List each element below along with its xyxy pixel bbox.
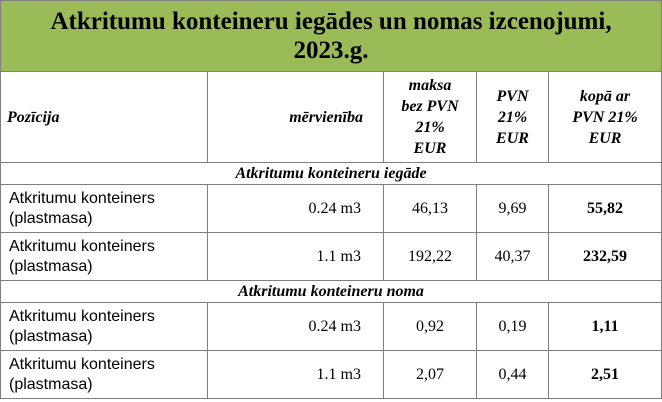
section-row: Atkritumu konteineru noma [0, 280, 662, 303]
total-cell: 2,51 [547, 350, 662, 399]
total-cell: 1,11 [547, 302, 662, 351]
position-cell: Atkritumu konteiners (plastmasa) [0, 350, 208, 399]
price-excl-vat-cell: 192,22 [383, 232, 477, 281]
title-row: Atkritumu konteineru iegādes un nomas iz… [0, 0, 662, 72]
unit-cell: 1.1 m3 [207, 350, 384, 399]
section-title: Atkritumu konteineru iegāde [0, 162, 662, 185]
unit-cell: 0.24 m3 [207, 302, 384, 351]
section-row: Atkritumu konteineru iegāde [0, 162, 662, 185]
column-header: Pozīcija [0, 71, 208, 163]
column-header: kopā ar PVN 21% EUR [547, 71, 662, 163]
price-excl-vat-cell: 2,07 [383, 350, 477, 399]
column-header: maksa bez PVN 21% EUR [383, 71, 477, 163]
data-row: Atkritumu konteiners (plastmasa) 0.24 m3 0… [0, 302, 662, 351]
position-cell: Atkritumu konteiners (plastmasa) [0, 232, 208, 281]
vat-cell: 0,44 [476, 350, 549, 399]
column-header: mērvienība [207, 71, 384, 163]
position-cell: Atkritumu konteiners (plastmasa) [0, 184, 208, 233]
section-title: Atkritumu konteineru noma [0, 280, 662, 303]
vat-cell: 0,19 [476, 302, 549, 351]
data-row: Atkritumu konteiners (plastmasa) 0.24 m3 4… [0, 184, 662, 233]
data-row: Atkritumu konteiners (plastmasa) 1.1 m3 19… [0, 232, 662, 281]
position-cell: Atkritumu konteiners (plastmasa) [0, 302, 208, 351]
vat-cell: 9,69 [476, 184, 549, 233]
price-excl-vat-cell: 46,13 [383, 184, 477, 233]
header-row: Pozīcija mērvienība maksa bez PVN 21% EUR P… [0, 71, 662, 163]
column-header: PVN 21% EUR [476, 71, 549, 163]
data-row: Atkritumu konteiners (plastmasa) 1.1 m3 2,… [0, 350, 662, 399]
total-cell: 232,59 [547, 232, 662, 281]
total-cell: 55,82 [547, 184, 662, 233]
unit-cell: 1.1 m3 [207, 232, 384, 281]
table-title: Atkritumu konteineru iegādes un nomas iz… [0, 0, 662, 72]
vat-cell: 40,37 [476, 232, 549, 281]
price-excl-vat-cell: 0,92 [383, 302, 477, 351]
unit-cell: 0.24 m3 [207, 184, 384, 233]
